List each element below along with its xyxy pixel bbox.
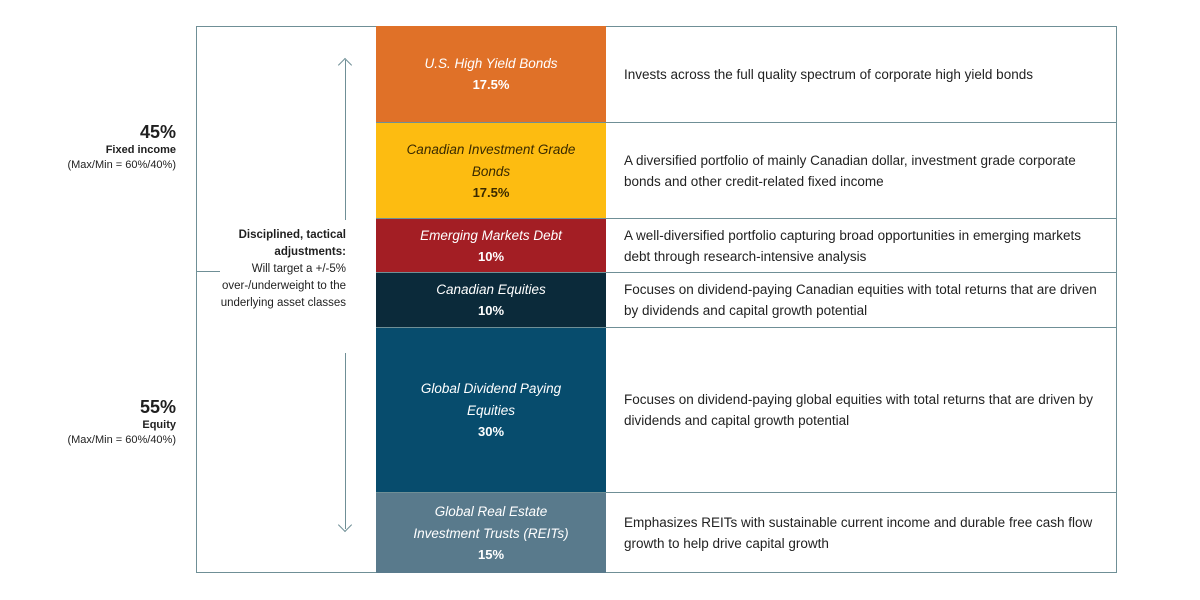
arrow-down-line <box>345 353 346 529</box>
fixed-equity-divider <box>196 271 220 272</box>
asset-class-box: U.S. High Yield Bonds 17.5% <box>376 26 606 122</box>
asset-class-name: U.S. High Yield Bonds <box>424 56 558 71</box>
asset-class-weight: 15% <box>477 547 505 562</box>
fixed-income-range: (Max/Min = 60%/40%) <box>67 159 176 171</box>
note-lead: Disciplined, tactical adjustments: <box>238 229 346 258</box>
asset-class-description: A well-diversified portfolio capturing b… <box>624 227 1081 264</box>
asset-class-box: Canadian Equities 10% <box>376 273 606 327</box>
equity-range: (Max/Min = 60%/40%) <box>67 434 176 446</box>
equity-percent: 55% <box>139 397 176 417</box>
tactical-adjustments-note: Disciplined, tactical adjustments: Will … <box>212 227 346 312</box>
fixed-income-summary: 45% Fixed income (Max/Min = 60%/40%) <box>40 121 176 173</box>
note-body: Will target a +/-5% over-/underweight to… <box>220 263 346 309</box>
asset-class-weight: 17.5% <box>472 77 510 92</box>
asset-class-name: Emerging Markets Debt <box>420 227 562 243</box>
allocation-frame <box>196 26 1117 573</box>
allocation-row: Global Dividend Paying Equities 30% Focu… <box>376 328 1117 493</box>
asset-class-weight: 10% <box>477 248 505 264</box>
fixed-income-percent: 45% <box>139 122 176 142</box>
asset-class-box: Global Dividend Paying Equities 30% <box>376 328 606 492</box>
asset-class-weight: 17.5% <box>472 184 510 200</box>
asset-class-box: Canadian Investment Grade Bonds 17.5% <box>376 123 606 218</box>
asset-class-box: Emerging Markets Debt 10% <box>376 219 606 272</box>
asset-class-description: Focuses on dividend-paying global equiti… <box>624 392 1094 428</box>
asset-class-weight: 30% <box>477 424 505 439</box>
asset-class-name: Canadian Investment Grade Bonds <box>406 141 576 179</box>
asset-class-name: Canadian Equities <box>436 282 546 297</box>
equity-label: Equity <box>142 419 176 431</box>
asset-class-weight: 10% <box>477 303 505 318</box>
asset-class-description: A diversified portfolio of mainly Canadi… <box>624 152 1076 189</box>
fixed-income-label: Fixed income <box>105 144 176 156</box>
arrow-up-line <box>345 60 346 220</box>
asset-class-description: Emphasizes REITs with sustainable curren… <box>624 515 1093 551</box>
asset-class-name: Global Dividend Paying Equities <box>420 381 562 418</box>
allocation-row: Global Real Estate Investment Trusts (RE… <box>376 493 1117 573</box>
asset-class-box: Global Real Estate Investment Trusts (RE… <box>376 493 606 573</box>
allocation-row: U.S. High Yield Bonds 17.5% Invests acro… <box>376 26 1117 123</box>
asset-class-description: Focuses on dividend-paying Canadian equi… <box>624 282 1097 318</box>
allocation-row: Canadian Investment Grade Bonds 17.5% A … <box>376 123 1117 219</box>
asset-class-description: Invests across the full quality spectrum… <box>624 66 1033 82</box>
asset-class-name: Global Real Estate Investment Trusts (RE… <box>413 504 569 541</box>
allocation-row: Canadian Equities 10% Focuses on dividen… <box>376 273 1117 328</box>
allocation-row: Emerging Markets Debt 10% A well-diversi… <box>376 219 1117 273</box>
equity-summary: 55% Equity (Max/Min = 60%/40%) <box>40 396 176 448</box>
